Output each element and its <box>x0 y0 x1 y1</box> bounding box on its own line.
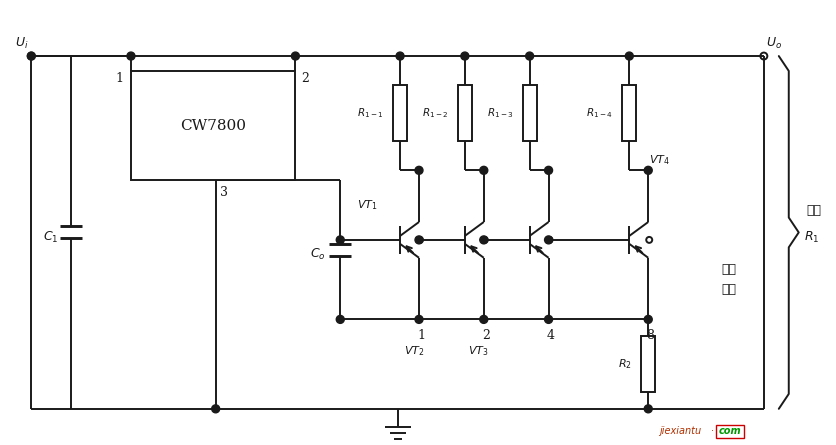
Circle shape <box>480 166 487 174</box>
Text: 8: 8 <box>646 329 655 342</box>
Circle shape <box>415 236 423 244</box>
Circle shape <box>461 52 469 60</box>
Circle shape <box>544 166 553 174</box>
Text: CW7800: CW7800 <box>181 119 246 133</box>
Text: $R_{1-1}$: $R_{1-1}$ <box>357 106 384 120</box>
Circle shape <box>544 316 553 324</box>
Text: 3: 3 <box>220 186 227 198</box>
Bar <box>622 85 636 141</box>
Circle shape <box>28 52 35 60</box>
Text: 输入: 输入 <box>721 283 737 296</box>
Circle shape <box>336 316 344 324</box>
Circle shape <box>127 52 135 60</box>
Text: $R_{1-3}$: $R_{1-3}$ <box>487 106 513 120</box>
Text: com: com <box>719 426 742 436</box>
Circle shape <box>292 52 299 60</box>
Circle shape <box>480 236 487 244</box>
Text: $C_1$: $C_1$ <box>43 230 59 245</box>
Text: 1: 1 <box>115 73 123 85</box>
Circle shape <box>415 316 423 324</box>
Text: $VT_3$: $VT_3$ <box>468 344 489 358</box>
Text: jiexiantu: jiexiantu <box>660 426 701 436</box>
Circle shape <box>212 405 220 413</box>
Circle shape <box>645 166 652 174</box>
Circle shape <box>396 52 404 60</box>
Text: $VT_4$: $VT_4$ <box>650 154 670 167</box>
Text: 数字: 数字 <box>721 263 737 276</box>
Bar <box>393 85 407 141</box>
Text: 2: 2 <box>302 73 309 85</box>
Circle shape <box>544 236 553 244</box>
Circle shape <box>415 166 423 174</box>
Text: $R_{1-4}$: $R_{1-4}$ <box>586 106 614 120</box>
Text: ·: · <box>711 426 714 436</box>
Circle shape <box>625 52 634 60</box>
Text: $VT_1$: $VT_1$ <box>358 198 378 212</box>
Bar <box>458 85 472 141</box>
Text: 4: 4 <box>547 329 554 342</box>
Text: 等效: 等效 <box>806 204 821 217</box>
Text: $R_2$: $R_2$ <box>619 357 632 371</box>
Circle shape <box>526 52 533 60</box>
Circle shape <box>336 236 344 244</box>
Text: 1: 1 <box>417 329 425 342</box>
Text: $R_1$: $R_1$ <box>804 230 819 245</box>
Text: $R_{1-2}$: $R_{1-2}$ <box>422 106 449 120</box>
Bar <box>131 71 295 180</box>
Text: $U_o$: $U_o$ <box>766 36 782 51</box>
Text: $C_o$: $C_o$ <box>310 247 326 263</box>
Circle shape <box>645 405 652 413</box>
Circle shape <box>480 316 487 324</box>
Text: $U_i$: $U_i$ <box>14 36 28 51</box>
Text: $VT_2$: $VT_2$ <box>404 344 425 358</box>
Text: 2: 2 <box>482 329 490 342</box>
Circle shape <box>645 316 652 324</box>
Bar <box>522 85 537 141</box>
Bar <box>641 336 655 392</box>
